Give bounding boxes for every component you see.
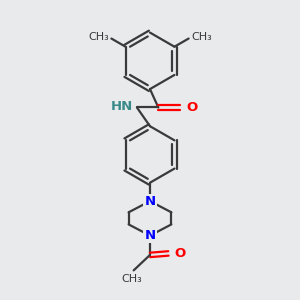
Text: CH₃: CH₃ bbox=[191, 32, 212, 42]
Text: N: N bbox=[144, 195, 156, 208]
Text: CH₃: CH₃ bbox=[122, 274, 142, 284]
Text: CH₃: CH₃ bbox=[88, 32, 109, 42]
Text: HN: HN bbox=[111, 100, 134, 113]
Text: N: N bbox=[144, 229, 156, 242]
Text: O: O bbox=[186, 101, 197, 114]
Text: O: O bbox=[174, 247, 186, 260]
